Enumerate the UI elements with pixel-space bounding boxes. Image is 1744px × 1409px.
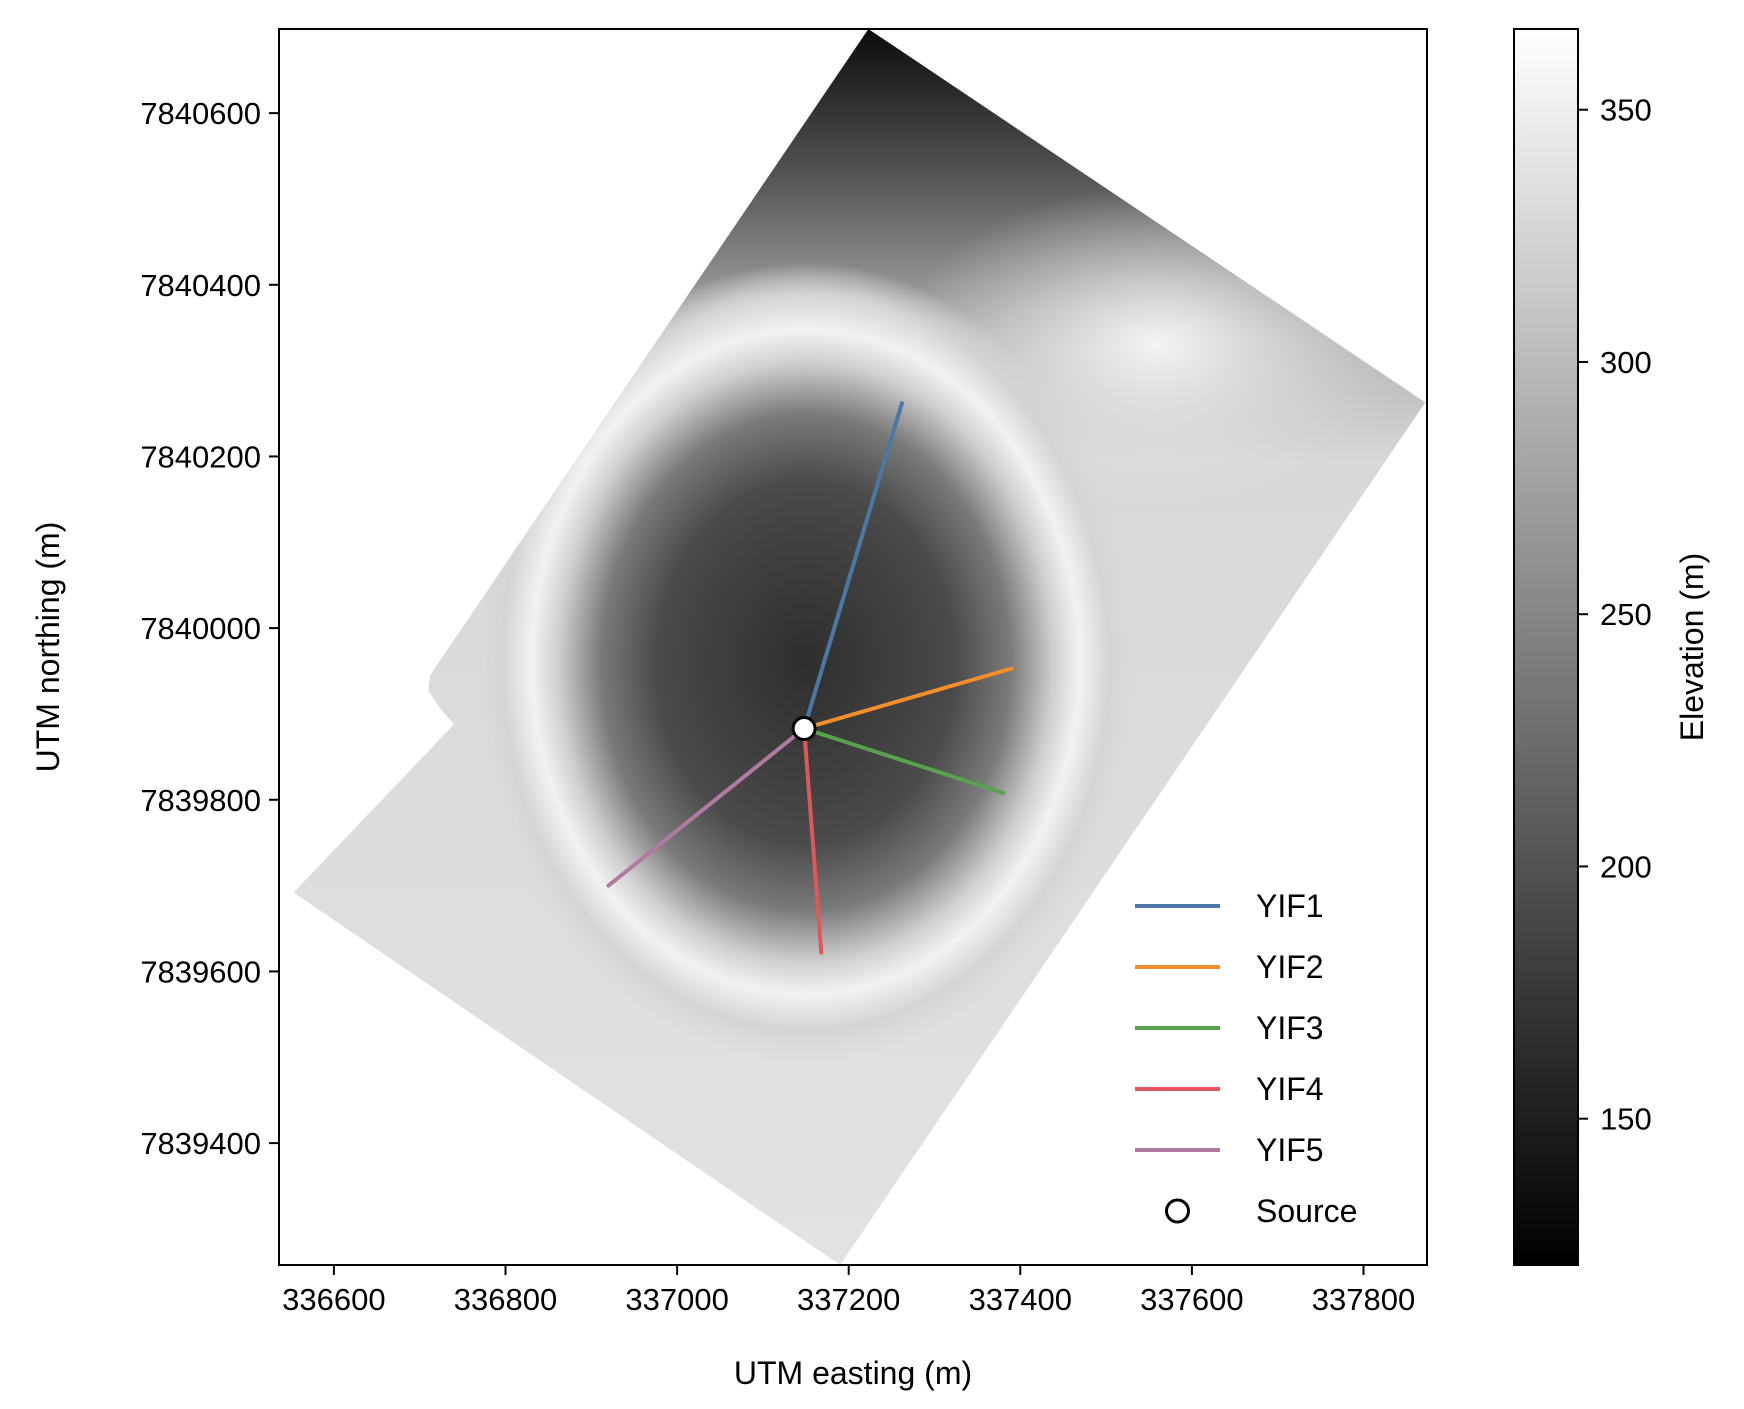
colorbar-tick-label: 150 [1600, 1102, 1652, 1137]
y-axis-label: UTM northing (m) [30, 522, 66, 773]
colorbar-gradient [1514, 29, 1578, 1265]
x-tick-label: 336800 [454, 1282, 557, 1317]
x-tick-label: 337400 [969, 1282, 1072, 1317]
legend-label-yif4: YIF4 [1256, 1071, 1324, 1107]
y-tick-label: 7840000 [140, 611, 261, 646]
x-tick-label: 337800 [1312, 1282, 1415, 1317]
y-tick-label: 7840200 [140, 439, 261, 474]
terrain-raster [279, 29, 1427, 1265]
x-tick-label: 336600 [282, 1282, 385, 1317]
y-tick-label: 7840600 [140, 96, 261, 131]
legend: YIF1 YIF2 YIF3 YIF4 YIF5 Source [1135, 888, 1357, 1229]
x-axis-label: UTM easting (m) [734, 1355, 972, 1391]
y-tick-label: 7839800 [140, 783, 261, 818]
colorbar-tick-label: 300 [1600, 345, 1652, 380]
x-tick-label: 337200 [797, 1282, 900, 1317]
y-tick-label: 7839400 [140, 1126, 261, 1161]
colorbar-ticks: 150 200 250 300 350 [1578, 93, 1652, 1137]
x-tick-label: 337000 [625, 1282, 728, 1317]
colorbar-tick-label: 200 [1600, 849, 1652, 884]
x-axis-ticks: 336600 336800 337000 337200 337400 337600 3378… [282, 1265, 1415, 1317]
colorbar: 150 200 250 300 350 Elevation (m) [1514, 29, 1710, 1265]
legend-label-source: Source [1256, 1193, 1357, 1229]
y-tick-label: 7839600 [140, 954, 261, 989]
y-tick-label: 7840400 [140, 268, 261, 303]
legend-label-yif2: YIF2 [1256, 949, 1324, 985]
legend-label-yif5: YIF5 [1256, 1132, 1324, 1168]
legend-label-yif1: YIF1 [1256, 888, 1324, 924]
y-axis-ticks: 7839400 7839600 7839800 7840000 7840200 78404… [140, 96, 279, 1161]
x-tick-label: 337600 [1140, 1282, 1243, 1317]
colorbar-tick-label: 350 [1600, 93, 1652, 128]
legend-swatch-source [1167, 1200, 1189, 1222]
colorbar-label: Elevation (m) [1674, 553, 1710, 742]
source-marker [793, 718, 815, 740]
colorbar-tick-label: 250 [1600, 597, 1652, 632]
legend-label-yif3: YIF3 [1256, 1010, 1324, 1046]
